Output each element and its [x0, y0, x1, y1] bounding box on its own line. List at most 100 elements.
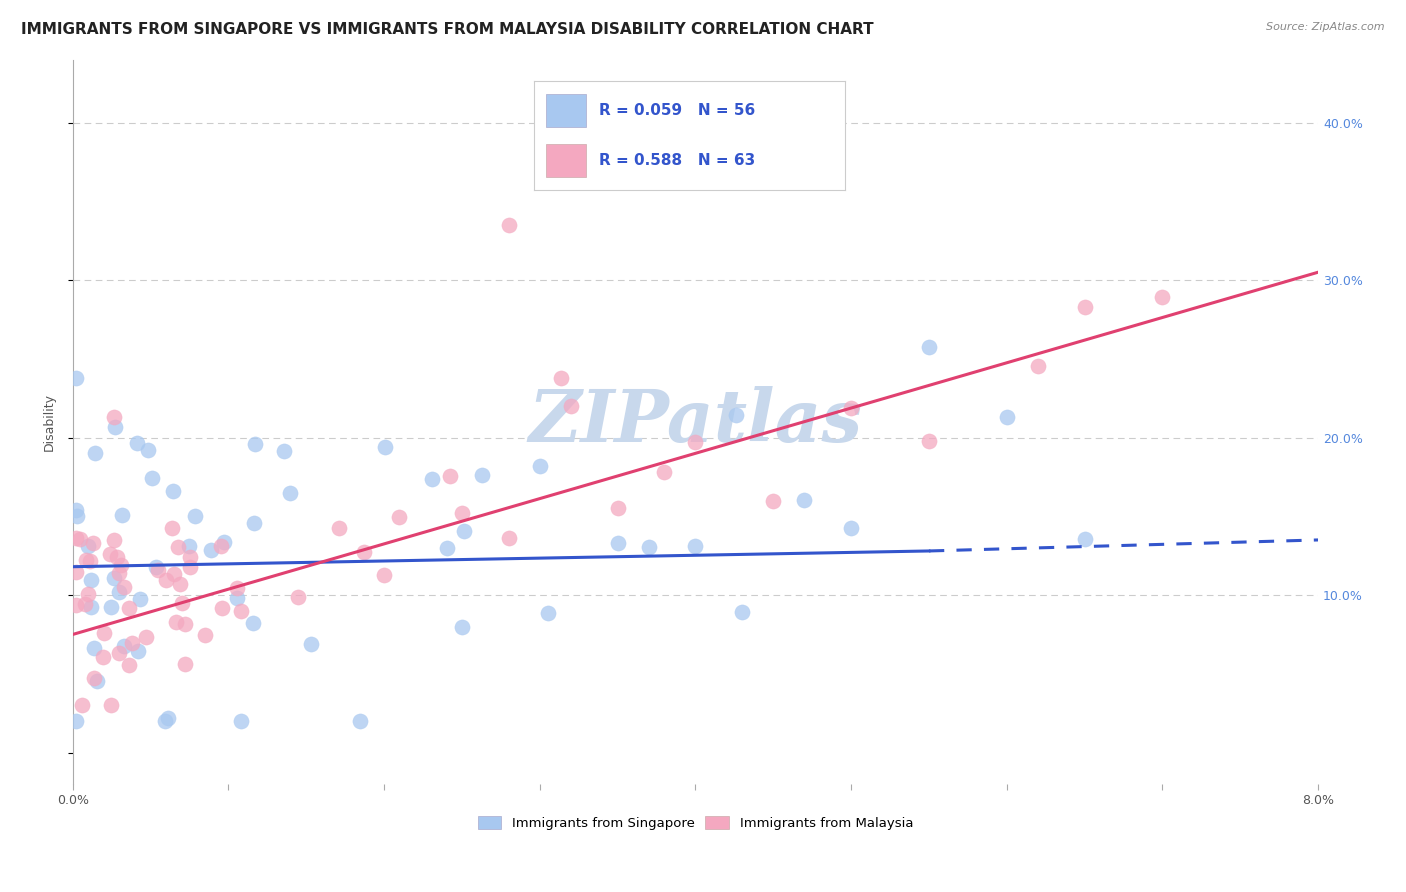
Point	[637, 540, 659, 554]
Point	[918, 340, 941, 354]
Point	[685, 539, 707, 553]
Point	[135, 631, 157, 645]
Point	[136, 443, 159, 458]
Point	[243, 437, 266, 451]
Point	[839, 401, 862, 416]
Point	[388, 510, 411, 524]
Point	[1073, 532, 1095, 546]
Point	[105, 549, 128, 564]
Point	[1073, 301, 1095, 315]
Point	[66, 509, 89, 524]
Point	[550, 370, 572, 384]
Point	[353, 545, 375, 559]
Point	[209, 539, 232, 553]
Point	[498, 531, 520, 545]
Point	[93, 625, 115, 640]
Point	[165, 615, 187, 629]
Point	[65, 503, 87, 517]
Point	[166, 540, 188, 554]
Point	[111, 508, 134, 522]
Point	[65, 565, 87, 579]
Point	[498, 218, 520, 232]
Point	[273, 443, 295, 458]
Point	[112, 640, 135, 654]
Point	[374, 440, 396, 454]
Point	[471, 467, 494, 482]
Point	[75, 553, 97, 567]
Point	[179, 549, 201, 564]
Point	[121, 636, 143, 650]
Point	[177, 540, 200, 554]
Point	[1152, 290, 1174, 304]
Text: IMMIGRANTS FROM SINGAPORE VS IMMIGRANTS FROM MALAYSIA DISABILITY CORRELATION CHA: IMMIGRANTS FROM SINGAPORE VS IMMIGRANTS …	[21, 22, 873, 37]
Point	[439, 469, 461, 483]
Point	[731, 605, 754, 619]
Point	[148, 563, 170, 577]
Point	[349, 714, 371, 728]
Point	[169, 577, 191, 591]
Point	[211, 600, 233, 615]
Text: ZIPatlas: ZIPatlas	[529, 386, 862, 458]
Point	[79, 554, 101, 568]
Point	[606, 535, 628, 549]
Point	[72, 698, 94, 713]
Point	[141, 470, 163, 484]
Point	[145, 560, 167, 574]
Point	[229, 714, 252, 728]
Point	[420, 472, 443, 486]
Point	[194, 628, 217, 642]
Point	[451, 619, 474, 633]
Point	[108, 566, 131, 580]
Point	[163, 567, 186, 582]
Point	[242, 615, 264, 630]
Point	[83, 446, 105, 460]
Point	[685, 435, 707, 450]
Point	[606, 500, 628, 515]
Point	[529, 458, 551, 473]
Point	[162, 484, 184, 499]
Point	[103, 533, 125, 548]
Point	[108, 585, 131, 599]
Point	[537, 606, 560, 620]
Point	[69, 532, 91, 546]
Point	[82, 536, 104, 550]
Point	[86, 673, 108, 688]
Point	[170, 596, 193, 610]
Point	[179, 560, 201, 574]
Point	[200, 543, 222, 558]
Point	[231, 604, 253, 618]
Text: Source: ZipAtlas.com: Source: ZipAtlas.com	[1267, 22, 1385, 32]
Point	[153, 714, 176, 728]
Point	[125, 436, 148, 450]
Point	[278, 485, 301, 500]
Point	[287, 590, 309, 604]
Point	[226, 591, 249, 606]
Point	[918, 434, 941, 449]
Point	[129, 592, 152, 607]
Point	[83, 672, 105, 686]
Point	[65, 599, 87, 613]
Point	[75, 597, 97, 611]
Point	[100, 698, 122, 713]
Point	[652, 465, 675, 479]
Point	[725, 408, 748, 422]
Point	[155, 573, 177, 587]
Point	[103, 409, 125, 424]
Point	[65, 714, 87, 728]
Point	[184, 508, 207, 523]
Point	[156, 711, 179, 725]
Point	[118, 657, 141, 672]
Point	[100, 600, 122, 615]
Point	[225, 582, 247, 596]
Point	[80, 600, 103, 615]
Point	[160, 521, 183, 535]
Point	[328, 521, 350, 535]
Point	[103, 571, 125, 585]
Y-axis label: Disability: Disability	[44, 392, 56, 450]
Point	[243, 516, 266, 530]
Legend: Immigrants from Singapore, Immigrants from Malaysia: Immigrants from Singapore, Immigrants fr…	[472, 811, 918, 836]
Point	[995, 409, 1018, 424]
Point	[299, 638, 322, 652]
Point	[451, 506, 474, 520]
Point	[77, 539, 100, 553]
